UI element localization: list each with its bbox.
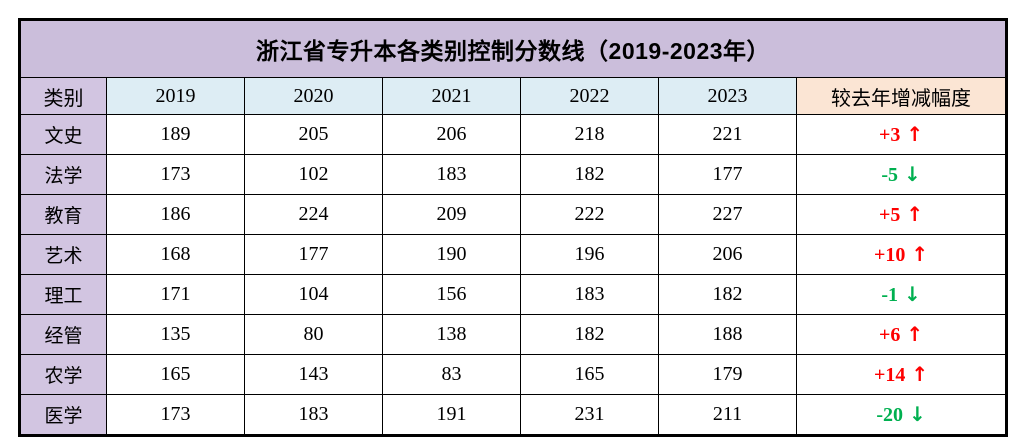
change-value: -1 [881,284,898,306]
score-cell: 196 [520,234,659,275]
trend-arrow-icon: ↓ [904,282,921,306]
change-cell: +5 ↑ [795,194,1008,235]
score-cell: 102 [244,154,383,195]
change-value: +5 [878,204,901,226]
table-row: 经管 135 80 138 182 188 +6 ↑ [19,314,1008,355]
score-cell: 186 [106,194,245,235]
change-value: +3 [878,124,901,146]
score-cell: 231 [520,394,659,436]
table-title: 浙江省专升本各类别控制分数线（2019-2023年） [18,19,1008,78]
table-row: 农学 165 143 83 165 179 +14 ↑ [19,354,1008,395]
score-cell: 156 [382,274,521,315]
column-header-2023: 2023 [658,77,797,115]
row-category: 经管 [19,314,107,355]
score-cell: 227 [658,194,797,235]
trend-arrow-icon: ↑ [906,122,924,146]
trend-arrow-icon: ↑ [906,322,924,346]
change-value: +6 [878,324,901,346]
trend-arrow-icon: ↓ [909,402,926,426]
score-cell: 182 [520,154,659,195]
row-category: 艺术 [19,234,107,275]
change-value: -20 [876,404,903,426]
change-cell: +14 ↑ [795,354,1008,395]
change-cell: -5 ↓ [795,154,1008,195]
score-cell: 221 [658,114,797,155]
row-category: 法学 [19,154,107,195]
score-cell: 224 [244,194,383,235]
score-cell: 206 [658,234,797,275]
table-row: 法学 173 102 183 182 177 -5 ↓ [19,154,1008,195]
score-cell: 183 [382,154,521,195]
table-row: 艺术 168 177 190 196 206 +10 ↑ [19,234,1008,275]
column-header-2019: 2019 [106,77,245,115]
change-cell: +3 ↑ [795,114,1008,155]
column-header-2022: 2022 [520,77,659,115]
title-row: 浙江省专升本各类别控制分数线（2019-2023年） [18,19,1008,78]
score-cell: 143 [244,354,383,395]
column-header-category: 类别 [19,77,107,115]
row-category: 教育 [19,194,107,235]
table-row: 教育 186 224 209 222 227 +5 ↑ [19,194,1008,235]
score-cell: 83 [382,354,521,395]
score-cell: 183 [520,274,659,315]
score-cell: 218 [520,114,659,155]
change-cell: +10 ↑ [795,234,1008,275]
change-cell: +6 ↑ [795,314,1008,355]
score-cell: 168 [106,234,245,275]
score-cell: 177 [658,154,797,195]
trend-arrow-icon: ↑ [911,242,929,266]
column-header-change: 较去年增减幅度 [795,77,1008,115]
score-cell: 171 [106,274,245,315]
score-table: 浙江省专升本各类别控制分数线（2019-2023年） 类别 2019 2020 … [18,18,1009,437]
score-cell: 222 [520,194,659,235]
score-cell: 179 [658,354,797,395]
score-cell: 189 [106,114,245,155]
trend-arrow-icon: ↑ [911,362,929,386]
score-cell: 206 [382,114,521,155]
table-row: 文史 189 205 206 218 221 +3 ↑ [19,114,1008,155]
score-cell: 138 [382,314,521,355]
score-cell: 183 [244,394,383,436]
change-cell: -1 ↓ [795,274,1008,315]
change-value: -5 [881,164,898,186]
change-value: +10 [873,244,906,266]
table-row: 理工 171 104 156 183 182 -1 ↓ [19,274,1008,315]
row-category: 医学 [19,394,107,436]
header-row: 类别 2019 2020 2021 2022 2023 较去年增减幅度 [19,77,1008,115]
row-category: 农学 [19,354,107,395]
score-cell: 104 [244,274,383,315]
score-cell: 135 [106,314,245,355]
score-cell: 209 [382,194,521,235]
score-cell: 173 [106,394,245,436]
score-cell: 190 [382,234,521,275]
score-cell: 177 [244,234,383,275]
score-cell: 182 [658,274,797,315]
change-cell: -20 ↓ [795,394,1008,436]
change-value: +14 [873,364,906,386]
score-cell: 165 [520,354,659,395]
trend-arrow-icon: ↓ [904,162,921,186]
row-category: 理工 [19,274,107,315]
score-cell: 191 [382,394,521,436]
score-cell: 182 [520,314,659,355]
score-cell: 165 [106,354,245,395]
score-cell: 80 [244,314,383,355]
score-cell: 211 [658,394,797,436]
score-cell: 173 [106,154,245,195]
score-cell: 205 [244,114,383,155]
row-category: 文史 [19,114,107,155]
table-row: 医学 173 183 191 231 211 -20 ↓ [19,394,1008,436]
column-header-2021: 2021 [382,77,521,115]
score-cell: 188 [658,314,797,355]
trend-arrow-icon: ↑ [906,202,924,226]
column-header-2020: 2020 [244,77,383,115]
